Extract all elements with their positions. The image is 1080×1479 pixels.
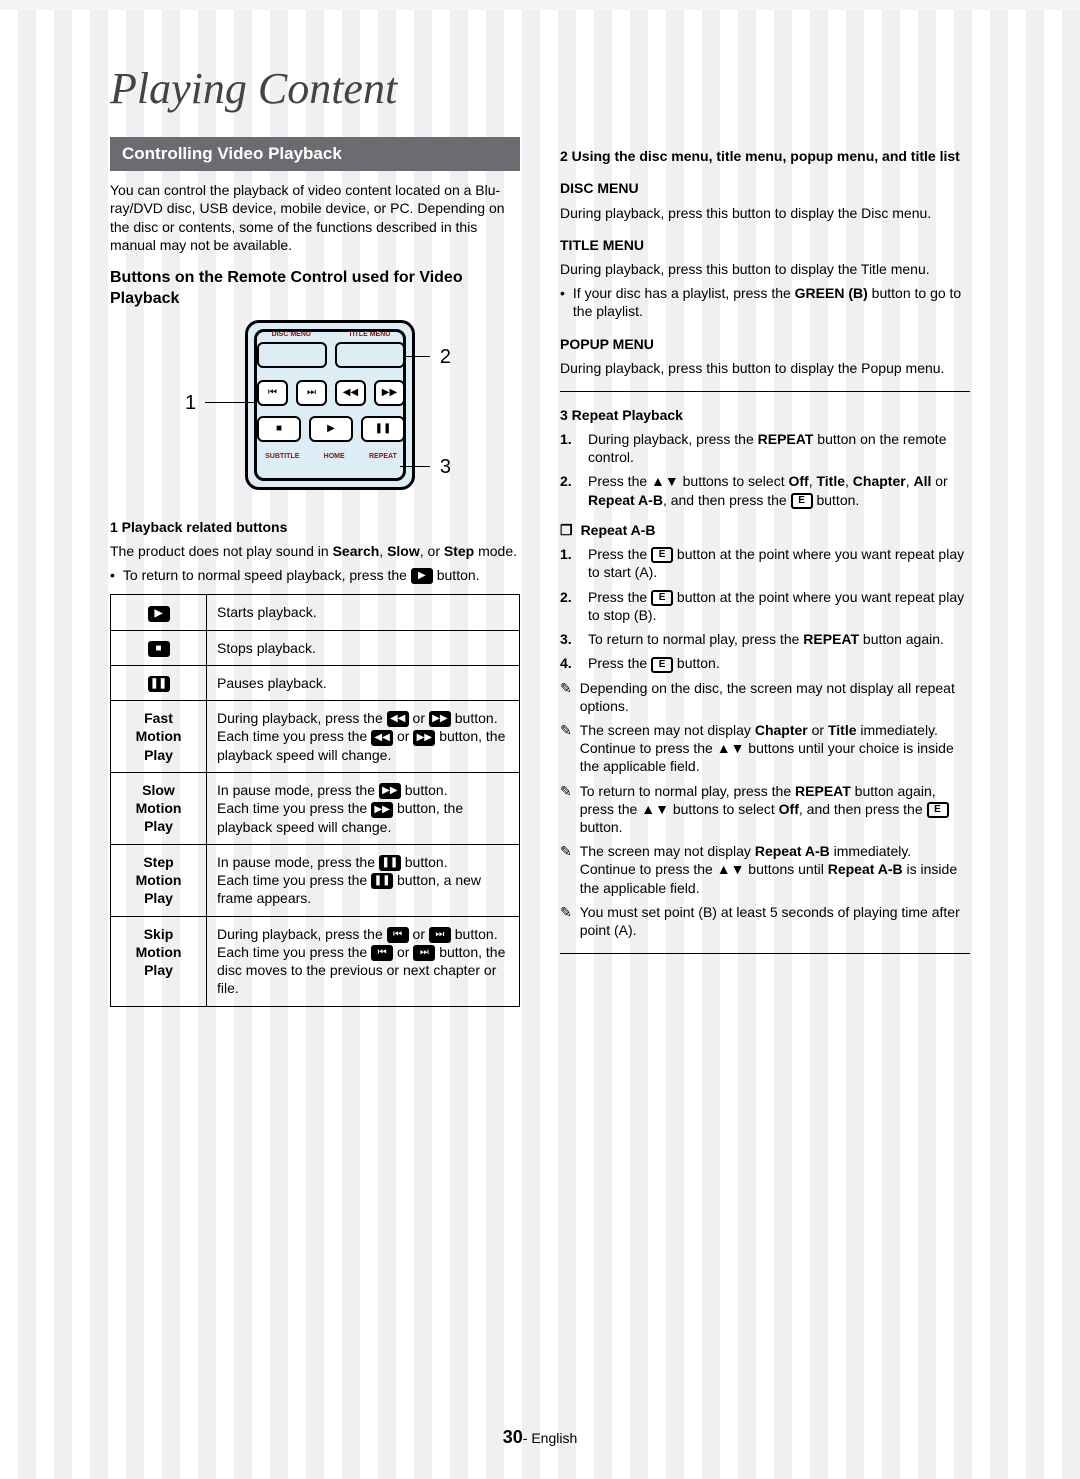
remote-label: SUBTITLE	[265, 452, 299, 461]
enter-icon: E	[651, 590, 673, 606]
note: You must set point (B) at least 5 second…	[560, 903, 970, 939]
section-heading: Controlling Video Playback	[110, 137, 520, 171]
step: To return to normal play, press the REPE…	[560, 630, 970, 648]
remote-diagram: DISC MENU TITLE MENU ⏮ ⏭ ◀◀ ▶▶ ■ ▶	[185, 320, 445, 500]
intro-text: You can control the playback of video co…	[110, 181, 520, 254]
table-cell: In pause mode, press the ❚❚ button. Each…	[207, 844, 520, 916]
step: During playback, press the REPEAT button…	[560, 430, 970, 466]
bullet: If your disc has a playlist, press the G…	[560, 284, 970, 320]
bullet: To return to normal speed playback, pres…	[110, 566, 520, 584]
pause-icon: ❚❚	[379, 855, 401, 871]
skip-prev-icon: ⏮	[371, 945, 393, 961]
table-cell: Pauses playback.	[207, 665, 520, 700]
remote-label: REPEAT	[369, 452, 397, 461]
rewind-icon: ◀◀	[387, 711, 409, 727]
note: To return to normal play, press the REPE…	[560, 782, 970, 837]
skip-next-icon: ⏭	[296, 380, 327, 406]
table-row-label: Skip Motion Play	[111, 916, 207, 1006]
subheading-remote: Buttons on the Remote Control used for V…	[110, 268, 520, 310]
step: Press the E button at the point where yo…	[560, 545, 970, 581]
forward-icon: ▶▶	[374, 380, 405, 406]
enter-icon: E	[927, 802, 949, 818]
page-footer: 30- English	[0, 1426, 1080, 1449]
pause-icon: ❚❚	[361, 416, 405, 442]
table-cell: During playback, press the ⏮ or ⏭ button…	[207, 916, 520, 1006]
table-row-label: Step Motion Play	[111, 844, 207, 916]
group-2-title: 2 Using the disc menu, title menu, popup…	[560, 147, 970, 165]
pause-icon: ❚❚	[371, 873, 393, 889]
table-cell: Starts playback.	[207, 595, 520, 630]
skip-prev-icon: ⏮	[387, 927, 409, 943]
enter-icon: E	[651, 657, 673, 673]
note: The screen may not display Chapter or Ti…	[560, 721, 970, 776]
stop-icon: ■	[257, 416, 301, 442]
page-title: Playing Content	[110, 60, 970, 117]
title-menu-heading: TITLE MENU	[560, 236, 970, 254]
callout-3: 3	[440, 454, 451, 480]
forward-icon: ▶▶	[429, 711, 451, 727]
remote-label: HOME	[324, 452, 345, 461]
playback-table: ▶ Starts playback. ■ Stops playback. ❚❚ …	[110, 594, 520, 1006]
forward-icon: ▶▶	[413, 730, 435, 746]
table-cell: During playback, press the ◀◀ or ▶▶ butt…	[207, 701, 520, 773]
body-text: During playback, press this button to di…	[560, 359, 970, 377]
enter-icon: E	[651, 547, 673, 563]
table-cell: In pause mode, press the ▶▶ button. Each…	[207, 772, 520, 844]
forward-icon: ▶▶	[371, 802, 393, 818]
rewind-icon: ◀◀	[371, 730, 393, 746]
body-text: During playback, press this button to di…	[560, 260, 970, 278]
group-1-title: 1 Playback related buttons	[110, 518, 520, 536]
table-cell: Stops playback.	[207, 630, 520, 665]
page-number: 30	[503, 1427, 523, 1447]
table-row-label: Slow Motion Play	[111, 772, 207, 844]
skip-next-icon: ⏭	[413, 945, 435, 961]
pause-icon: ❚❚	[148, 676, 170, 692]
body-text: During playback, press this button to di…	[560, 204, 970, 222]
play-icon: ▶	[148, 606, 170, 622]
remote-label: DISC MENU	[272, 330, 311, 339]
disc-menu-heading: DISC MENU	[560, 179, 970, 197]
step: Press the E button at the point where yo…	[560, 588, 970, 624]
remote-label: TITLE MENU	[348, 330, 390, 339]
page: Playing Content Controlling Video Playba…	[0, 0, 1080, 1479]
callout-1: 1	[185, 390, 196, 416]
repeat-ab-heading: Repeat A-B	[560, 521, 970, 539]
skip-prev-icon: ⏮	[257, 380, 288, 406]
callout-2: 2	[440, 344, 451, 370]
enter-icon: E	[791, 493, 813, 509]
rewind-icon: ◀◀	[335, 380, 366, 406]
stop-icon: ■	[148, 641, 170, 657]
table-row-label: Fast Motion Play	[111, 701, 207, 773]
skip-next-icon: ⏭	[429, 927, 451, 943]
play-icon: ▶	[309, 416, 353, 442]
popup-menu-heading: POPUP MENU	[560, 335, 970, 353]
play-icon: ▶	[411, 568, 433, 584]
step: Press the ▲▼ buttons to select Off, Titl…	[560, 472, 970, 508]
note: Depending on the disc, the screen may no…	[560, 679, 970, 715]
note: The screen may not display Repeat A-B im…	[560, 842, 970, 897]
group-1-text: The product does not play sound in Searc…	[110, 542, 520, 560]
group-3-title: 3 Repeat Playback	[560, 406, 970, 424]
step: Press the E button.	[560, 654, 970, 672]
forward-icon: ▶▶	[379, 783, 401, 799]
right-column: 2 Using the disc menu, title menu, popup…	[560, 137, 970, 1006]
left-column: Controlling Video Playback You can contr…	[110, 137, 520, 1006]
